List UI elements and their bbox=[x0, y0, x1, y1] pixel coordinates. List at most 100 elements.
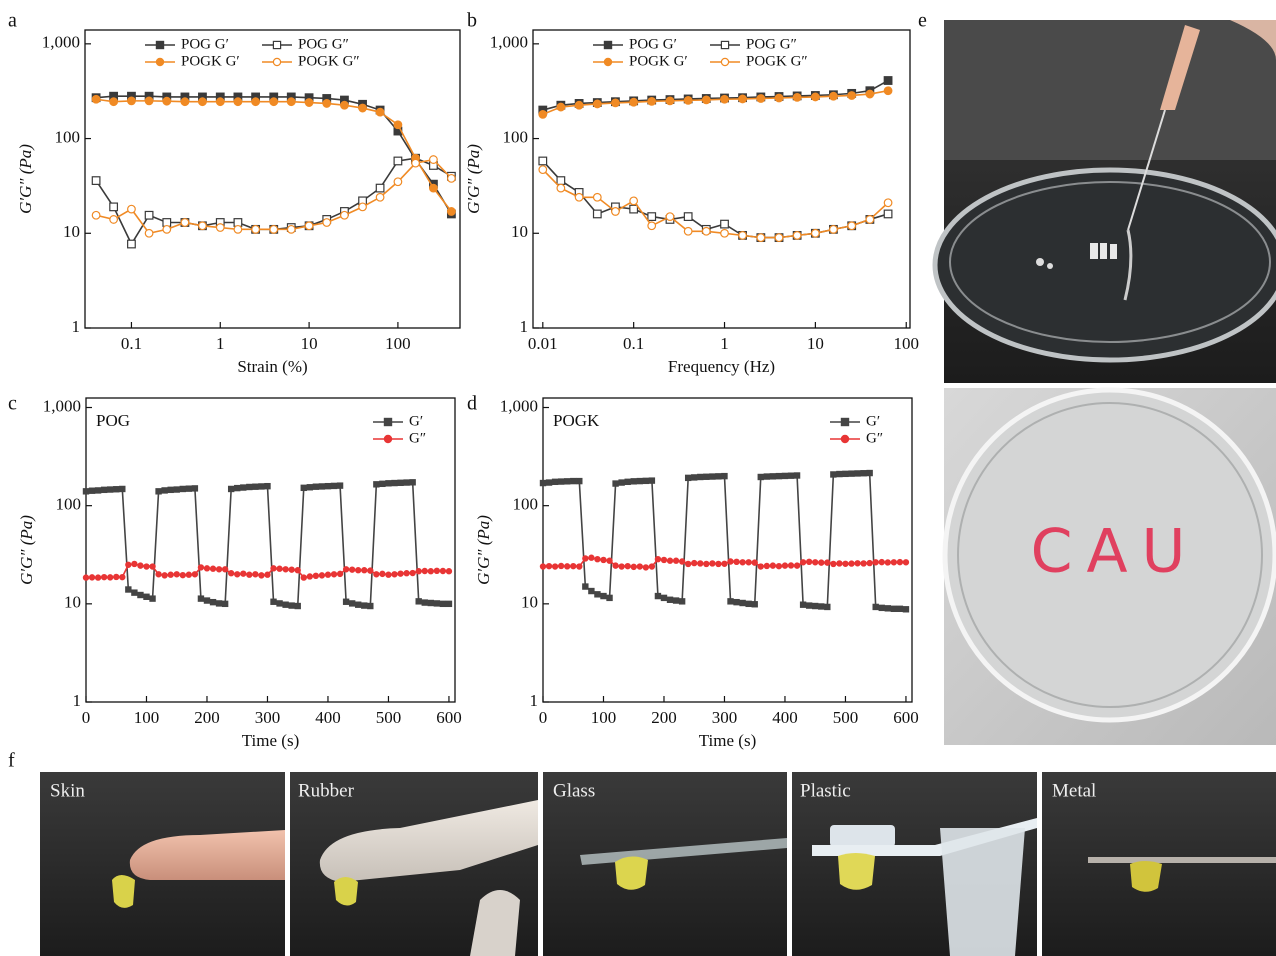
marker bbox=[355, 567, 362, 574]
marker bbox=[233, 97, 243, 107]
marker bbox=[197, 595, 205, 602]
marker bbox=[751, 601, 758, 608]
marker bbox=[379, 480, 386, 488]
marker bbox=[379, 570, 386, 578]
marker bbox=[234, 571, 241, 578]
marker bbox=[647, 221, 657, 231]
photo-skin: Skin bbox=[40, 772, 285, 956]
marker bbox=[818, 603, 825, 610]
marker bbox=[155, 488, 162, 495]
marker bbox=[592, 99, 602, 109]
panel-label: a bbox=[8, 10, 17, 32]
marker bbox=[252, 483, 259, 490]
legend-marker bbox=[383, 417, 393, 427]
marker bbox=[143, 593, 150, 600]
legend-marker bbox=[155, 57, 165, 67]
marker bbox=[660, 594, 668, 602]
marker bbox=[82, 488, 90, 495]
photo-label: Skin bbox=[50, 780, 85, 801]
marker bbox=[691, 559, 698, 567]
legend-marker bbox=[603, 57, 613, 67]
marker bbox=[149, 595, 156, 602]
marker bbox=[642, 477, 650, 485]
marker bbox=[709, 473, 716, 480]
marker bbox=[286, 97, 296, 107]
marker bbox=[258, 483, 265, 490]
y-tick-label: 100 bbox=[513, 495, 539, 514]
marker bbox=[703, 560, 710, 568]
marker bbox=[100, 573, 108, 581]
panel-label: f bbox=[8, 750, 15, 772]
marker bbox=[445, 600, 453, 608]
x-tick-label: 500 bbox=[376, 708, 402, 727]
x-axis-label: Strain (%) bbox=[237, 357, 307, 376]
marker bbox=[179, 571, 186, 579]
marker bbox=[612, 480, 619, 487]
legend-label: POGK G″ bbox=[746, 53, 808, 69]
x-tick-label: 1 bbox=[216, 334, 225, 353]
marker bbox=[375, 183, 385, 193]
chart: 0.1 1 10 100 1 10 100 1,000 Strain (%) G′G″ (Pa) P… bbox=[16, 29, 461, 376]
marker bbox=[342, 598, 350, 605]
marker bbox=[701, 226, 711, 236]
marker bbox=[246, 571, 253, 578]
marker bbox=[751, 559, 758, 566]
legend-label: POG G′ bbox=[629, 36, 677, 52]
marker bbox=[582, 555, 589, 562]
marker bbox=[82, 574, 90, 581]
marker bbox=[538, 156, 548, 166]
marker bbox=[109, 202, 119, 212]
marker bbox=[227, 485, 235, 493]
marker bbox=[660, 556, 668, 564]
marker bbox=[697, 473, 704, 481]
x-tick-label: 1 bbox=[720, 334, 729, 353]
marker bbox=[799, 601, 807, 608]
marker bbox=[180, 218, 190, 227]
marker bbox=[781, 562, 789, 569]
legend-label: POG G″ bbox=[298, 36, 349, 52]
marker bbox=[415, 568, 422, 575]
series-line bbox=[96, 95, 453, 215]
marker bbox=[654, 555, 662, 563]
x-tick-label: 0.01 bbox=[528, 334, 558, 353]
marker bbox=[421, 567, 428, 575]
marker bbox=[792, 230, 802, 240]
x-tick-label: 400 bbox=[772, 708, 798, 727]
marker bbox=[340, 210, 349, 220]
legend-marker bbox=[720, 57, 730, 67]
marker bbox=[557, 478, 565, 485]
x-axis-label: Frequency (Hz) bbox=[668, 357, 775, 376]
marker bbox=[847, 221, 857, 231]
marker bbox=[721, 560, 728, 567]
marker bbox=[836, 470, 843, 478]
marker bbox=[131, 589, 138, 596]
marker bbox=[739, 559, 746, 566]
marker bbox=[860, 560, 867, 567]
marker bbox=[854, 470, 861, 477]
marker bbox=[161, 487, 168, 494]
marker bbox=[618, 479, 625, 486]
photo-syringe bbox=[932, 20, 1276, 383]
x-tick-label: 100 bbox=[893, 334, 919, 353]
marker bbox=[883, 198, 893, 208]
marker bbox=[393, 156, 403, 166]
marker bbox=[781, 472, 789, 480]
y-tick-label: 100 bbox=[503, 127, 529, 146]
marker bbox=[88, 487, 96, 494]
marker bbox=[251, 224, 261, 234]
marker bbox=[336, 482, 344, 489]
marker bbox=[883, 76, 893, 85]
legend-label: POG G′ bbox=[181, 36, 229, 52]
legend-label: POGK G′ bbox=[629, 53, 688, 69]
marker bbox=[775, 562, 783, 570]
marker bbox=[155, 571, 162, 578]
marker bbox=[125, 561, 132, 568]
marker bbox=[720, 228, 729, 238]
marker bbox=[215, 97, 225, 107]
y-axis-label: G′G″ (Pa) bbox=[16, 144, 35, 214]
marker bbox=[865, 215, 875, 224]
marker bbox=[385, 480, 392, 487]
series-line bbox=[95, 158, 452, 235]
photo-plastic: Plastic bbox=[792, 772, 1037, 956]
marker bbox=[209, 565, 217, 572]
